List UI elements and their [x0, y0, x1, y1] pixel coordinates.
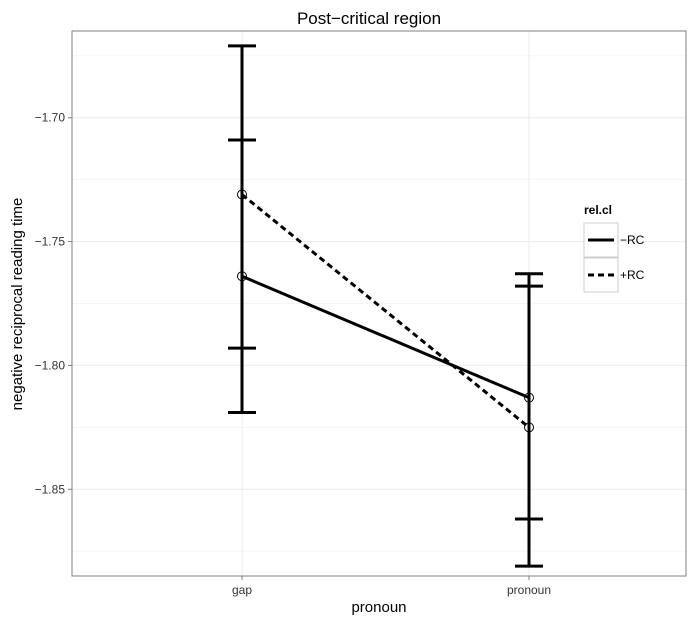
x-tick-label: gap [232, 583, 252, 597]
y-axis-title: negative reciprocal reading time [9, 198, 26, 411]
legend-item: +RC [583, 257, 645, 293]
data-point [237, 271, 247, 282]
chart-title: Post−critical region [297, 9, 441, 28]
data-point [524, 422, 534, 433]
legend-item: −RC [583, 222, 645, 258]
legend-title: rel.cl [584, 203, 612, 217]
legend-items: −RC +RC [583, 222, 645, 293]
series-line-plus-rc [241, 193, 530, 429]
legend-label: +RC [620, 268, 645, 282]
error-bar [228, 44, 256, 350]
error-bars [228, 44, 543, 568]
legend: rel.cl −RC +RC [583, 203, 645, 293]
series-lines [241, 193, 530, 429]
y-tick-label: −1.70 [35, 111, 66, 125]
y-tick-label: −1.80 [35, 358, 66, 372]
x-axis: gap pronoun [232, 576, 551, 597]
x-tick-label: pronoun [507, 583, 551, 597]
y-tick-label: −1.75 [35, 235, 66, 249]
x-axis-title: pronoun [351, 599, 406, 616]
plot-panel-border [71, 30, 687, 577]
series-line-minus-rc [241, 274, 530, 400]
data-point [524, 392, 534, 403]
data-point [237, 189, 247, 200]
legend-label: −RC [620, 233, 645, 247]
y-tick-label: −1.85 [35, 482, 66, 496]
plot-panel [71, 30, 687, 577]
data-points [237, 189, 534, 433]
y-axis: −1.70 −1.75 −1.80 −1.85 [35, 111, 72, 496]
error-bar [515, 284, 543, 568]
